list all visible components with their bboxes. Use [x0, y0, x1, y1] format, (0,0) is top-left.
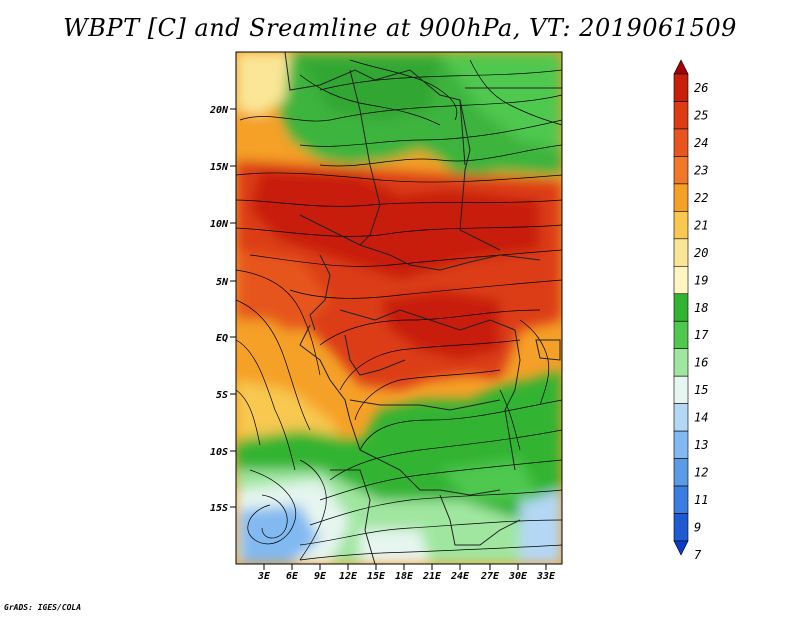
colorbar-label: 14	[694, 411, 708, 425]
colorbar-swatch	[673, 265, 689, 295]
lon-tick-label: 12E	[339, 571, 358, 582]
lon-tick-label: 21E	[422, 571, 442, 582]
colorbar-label: 26	[694, 81, 708, 95]
footer-credit: GrADS: IGES/COLA	[4, 603, 82, 612]
colorbar-swatch	[673, 513, 689, 542]
lon-tick-label: 18E	[395, 571, 414, 582]
lon-tick-label: 30E	[508, 571, 528, 582]
colorbar-swatch	[673, 156, 689, 185]
colorbar-swatch	[673, 293, 689, 322]
colorbar-top-arrow	[673, 59, 689, 75]
lon-tick-label: 6E	[286, 571, 299, 582]
colorbar-label: 22	[694, 191, 708, 205]
colorbar-label: 24	[694, 136, 708, 150]
lat-tick-label: 5N	[216, 277, 229, 288]
colorbar: 26 25 24 23 22 21 20 19 18 17 16 15 14 13 12 11 9 7	[673, 59, 709, 562]
colorbar-swatch	[673, 485, 689, 514]
lon-tick-label: 33E	[536, 571, 556, 582]
lat-tick-label: 10N	[210, 219, 229, 230]
colorbar-label: 17	[694, 328, 709, 342]
lat-tick-label: 5S	[216, 390, 228, 401]
colorbar-bottom-arrow	[673, 540, 689, 556]
colorbar-swatch	[673, 320, 689, 350]
colorbar-label: 18	[694, 301, 708, 315]
map-title: WBPT [C] and Sreamline at 900hPa, VT: 20…	[63, 14, 737, 42]
colorbar-label: 25	[694, 108, 708, 122]
colorbar-label: 23	[694, 163, 708, 177]
lat-tick-label: 15N	[210, 162, 229, 173]
colorbar-swatch	[673, 128, 689, 157]
country-boundaries	[284, 52, 562, 564]
colorbar-label: 7	[694, 548, 702, 562]
colorbar-label: 13	[694, 438, 708, 452]
colorbar-swatch	[673, 348, 689, 377]
lat-tick-label: 20N	[209, 105, 229, 116]
colorbar-swatch	[673, 183, 689, 212]
colorbar-label: 16	[694, 356, 708, 370]
colorbar-label: 20	[694, 246, 708, 260]
colorbar-label: 15	[694, 383, 708, 397]
colorbar-label: 9	[694, 521, 701, 535]
colorbar-label: 19	[694, 273, 708, 287]
map-frame	[235, 51, 563, 565]
lat-tick-label: EQ	[216, 333, 228, 344]
latitude-axis: 20N 15N 10N 5N EQ 5S 10S 15S	[209, 105, 236, 514]
colorbar-swatch	[673, 375, 689, 404]
colorbar-swatch	[673, 238, 689, 267]
colorbar-label: 12	[694, 466, 708, 480]
lat-tick-label: 15S	[210, 503, 228, 514]
lon-tick-label: 3E	[257, 571, 271, 582]
colorbar-label: 11	[694, 493, 708, 507]
colorbar-swatch	[673, 403, 689, 432]
lon-tick-label: 9E	[314, 571, 327, 582]
colorbar-swatch	[673, 211, 689, 240]
colorbar-swatch	[673, 101, 689, 130]
lat-tick-label: 10S	[210, 447, 228, 458]
longitude-axis: 3E 6E 9E 12E 15E 18E 21E 24E 27E 30E 33E	[257, 564, 556, 582]
lon-tick-label: 15E	[367, 571, 386, 582]
colorbar-swatch	[673, 458, 689, 487]
lon-tick-label: 27E	[480, 571, 500, 582]
wbpt-field	[236, 52, 562, 564]
colorbar-swatch	[673, 430, 689, 459]
lon-tick-label: 24E	[450, 571, 470, 582]
colorbar-swatch	[673, 73, 689, 102]
colorbar-label: 21	[694, 218, 708, 232]
